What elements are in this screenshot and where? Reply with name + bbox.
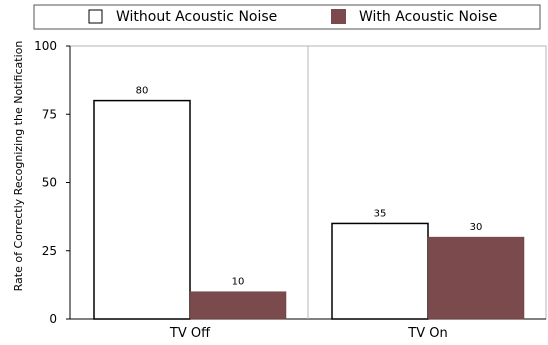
legend: Without Acoustic Noise With Acoustic Noi… [33, 4, 541, 30]
plot-area: 0 25 50 75 100 TV Off 80 10 TV On 35 30 [34, 39, 547, 341]
data-label-0-0: 80 [136, 86, 149, 97]
x-category-label-1: TV On [407, 326, 447, 341]
legend-swatch-without-noise [88, 9, 103, 24]
bar-with-noise-0 [189, 291, 287, 320]
legend-swatch-with-noise [331, 9, 346, 24]
x-category-label-0: TV Off [169, 326, 211, 341]
legend-frame [33, 4, 541, 30]
legend-label-without-noise: Without Acoustic Noise [116, 9, 277, 25]
bar-without-noise-1 [331, 222, 429, 320]
y-tick-label-100: 100 [34, 39, 57, 53]
y-tick-label-25: 25 [42, 244, 57, 258]
bar-with-noise-1 [427, 236, 525, 320]
y-tick-label-75: 75 [42, 107, 57, 121]
data-label-0-1: 35 [374, 208, 387, 219]
y-axis-title: Rate of Correctly Recognizing the Notifi… [12, 41, 25, 292]
data-label-1-0: 10 [232, 277, 245, 288]
data-label-1-1: 30 [470, 222, 483, 233]
bar-without-noise-0 [93, 99, 191, 320]
y-tick-label-50: 50 [42, 176, 57, 190]
legend-label-with-noise: With Acoustic Noise [359, 9, 497, 25]
y-tick-label-0: 0 [49, 312, 57, 326]
